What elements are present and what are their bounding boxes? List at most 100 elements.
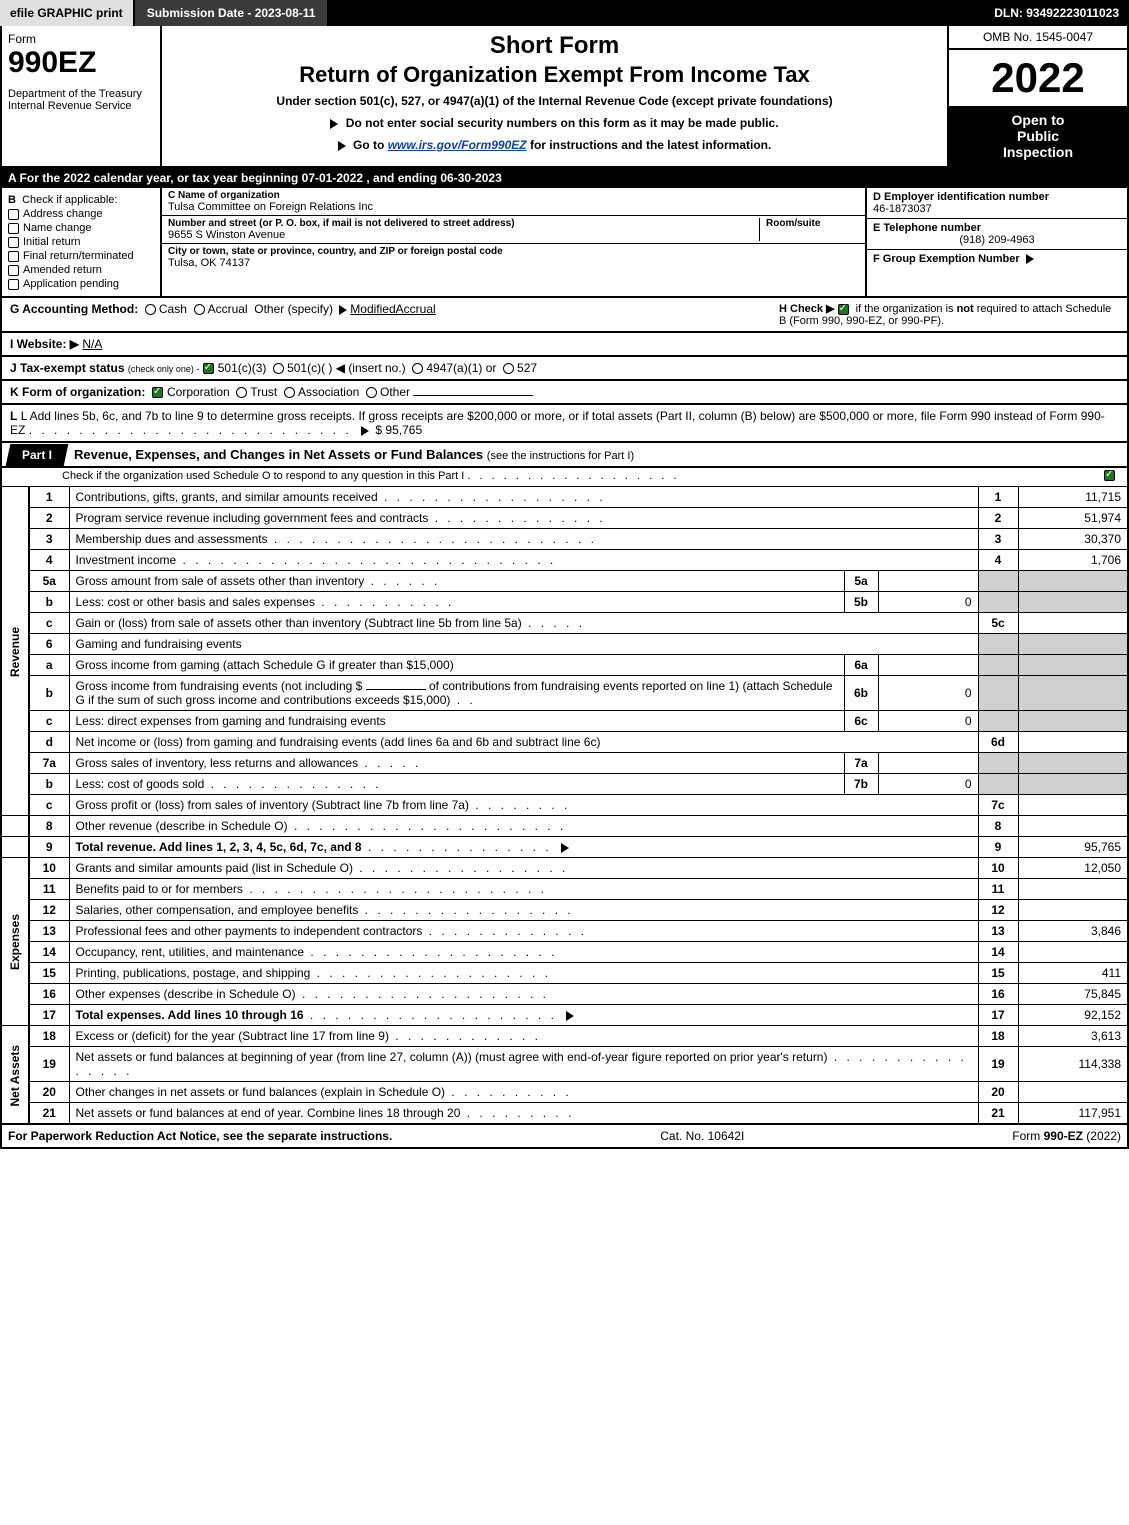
part-i-header: Part I Revenue, Expenses, and Changes in…: [0, 443, 1129, 468]
side-label-expenses: Expenses: [1, 858, 29, 1026]
line-11: 11 Benefits paid to or for members . . .…: [1, 879, 1128, 900]
schedule-b-check: H Check ▶ if the organization is not req…: [779, 302, 1119, 327]
accounting-other-value: ModifiedAccrual: [350, 302, 435, 316]
line-12: 12 Salaries, other compensation, and emp…: [1, 900, 1128, 921]
line-21: 21 Net assets or fund balances at end of…: [1, 1103, 1128, 1125]
ein-label: D Employer identification number: [873, 191, 1121, 203]
goto-notice: Go to www.irs.gov/Form990EZ for instruct…: [172, 138, 937, 152]
form-header: Form 990EZ Department of the Treasury In…: [0, 26, 1129, 168]
checkbox-address-change[interactable]: Address change: [8, 208, 154, 220]
line-8: 8 Other revenue (describe in Schedule O)…: [1, 816, 1128, 837]
line-6a: a Gross income from gaming (attach Sched…: [1, 655, 1128, 676]
catalog-number: Cat. No. 10642I: [392, 1129, 1012, 1143]
amount-line-5b: 0: [878, 592, 978, 613]
row-g-h: G Accounting Method: Cash Accrual Other …: [0, 298, 1129, 333]
block-c-name-address: C Name of organization Tulsa Committee o…: [162, 188, 867, 296]
line-10: Expenses 10 Grants and similar amounts p…: [1, 858, 1128, 879]
arrow-icon: [561, 843, 569, 853]
ssn-notice: Do not enter social security numbers on …: [172, 116, 937, 130]
radio-accrual[interactable]: [194, 304, 205, 315]
radio-cash[interactable]: [145, 304, 156, 315]
title-return: Return of Organization Exempt From Incom…: [172, 62, 937, 88]
irs-link[interactable]: www.irs.gov/Form990EZ: [388, 138, 527, 152]
side-label-revenue: Revenue: [1, 487, 29, 816]
checkbox-final-return[interactable]: Final return/terminated: [8, 250, 154, 262]
amount-line-15: 411: [1018, 963, 1128, 984]
checkbox-corporation[interactable]: [152, 387, 163, 398]
line-1: Revenue 1 Contributions, gifts, grants, …: [1, 487, 1128, 508]
line-4: 4 Investment income . . . . . . . . . . …: [1, 550, 1128, 571]
omb-number: OMB No. 1545-0047: [949, 26, 1127, 50]
org-info-block: B Check if applicable: Address change Na…: [0, 188, 1129, 298]
checkbox-name-change[interactable]: Name change: [8, 222, 154, 234]
part-i-schedule-o-note: Check if the organization used Schedule …: [0, 468, 1129, 486]
section-a-tax-year: A For the 2022 calendar year, or tax yea…: [0, 168, 1129, 188]
row-j-tax-exempt: J Tax-exempt status (check only one) - 5…: [0, 357, 1129, 381]
checkbox-schedule-o-part1[interactable]: [1104, 470, 1115, 481]
line-6d: d Net income or (loss) from gaming and f…: [1, 732, 1128, 753]
radio-527[interactable]: [503, 363, 514, 374]
line-15: 15 Printing, publications, postage, and …: [1, 963, 1128, 984]
gross-receipts-amount: $ 95,765: [375, 423, 422, 437]
city-label: City or town, state or province, country…: [168, 246, 859, 257]
arrow-icon: [361, 426, 369, 436]
block-b-checkboxes: B Check if applicable: Address change Na…: [2, 188, 162, 296]
irs-label: Internal Revenue Service: [8, 100, 154, 112]
arrow-icon: [1026, 254, 1034, 264]
arrow-icon: [338, 141, 346, 151]
amount-line-21: 117,951: [1018, 1103, 1128, 1125]
radio-association[interactable]: [284, 387, 295, 398]
street-label: Number and street (or P. O. box, if mail…: [168, 218, 759, 229]
checkbox-application-pending[interactable]: Application pending: [8, 278, 154, 290]
dln-label: DLN: 93492223011023: [984, 0, 1129, 26]
title-short-form: Short Form: [172, 32, 937, 60]
amount-line-10: 12,050: [1018, 858, 1128, 879]
amount-line-17: 92,152: [1018, 1005, 1128, 1026]
line-5a: 5a Gross amount from sale of assets othe…: [1, 571, 1128, 592]
radio-4947[interactable]: [412, 363, 423, 374]
header-right-block: OMB No. 1545-0047 2022 Open to Public In…: [947, 26, 1127, 166]
side-label-net-assets: Net Assets: [1, 1026, 29, 1125]
checkbox-initial-return[interactable]: Initial return: [8, 236, 154, 248]
line-13: 13 Professional fees and other payments …: [1, 921, 1128, 942]
accounting-method: G Accounting Method: Cash Accrual Other …: [10, 302, 779, 327]
street-value: 9655 S Winston Avenue: [168, 229, 759, 241]
line-6c: c Less: direct expenses from gaming and …: [1, 711, 1128, 732]
line-19: 19 Net assets or fund balances at beginn…: [1, 1047, 1128, 1082]
line-2: 2 Program service revenue including gove…: [1, 508, 1128, 529]
efile-print-button[interactable]: efile GRAPHIC print: [0, 0, 135, 26]
website-value: N/A: [82, 337, 102, 351]
arrow-icon: [339, 305, 347, 315]
line-7c: c Gross profit or (loss) from sales of i…: [1, 795, 1128, 816]
dept-label: Department of the Treasury: [8, 88, 154, 100]
form-number-footer: Form 990-EZ (2022): [1012, 1129, 1121, 1143]
submission-date: Submission Date - 2023-08-11: [135, 0, 330, 26]
paperwork-notice: For Paperwork Reduction Act Notice, see …: [8, 1129, 392, 1143]
line-6: 6 Gaming and fundraising events: [1, 634, 1128, 655]
line-9: 9 Total revenue. Add lines 1, 2, 3, 4, 5…: [1, 837, 1128, 858]
phone-label: E Telephone number: [873, 222, 1121, 234]
checkbox-amended-return[interactable]: Amended return: [8, 264, 154, 276]
amount-line-2: 51,974: [1018, 508, 1128, 529]
checkbox-schedule-b[interactable]: [838, 304, 849, 315]
radio-trust[interactable]: [236, 387, 247, 398]
radio-501c[interactable]: [273, 363, 284, 374]
group-exemption-label: F Group Exemption Number: [873, 253, 1020, 265]
ein-value: 46-1873037: [873, 203, 1121, 215]
under-section-text: Under section 501(c), 527, or 4947(a)(1)…: [172, 94, 937, 108]
block-d-e-f: D Employer identification number 46-1873…: [867, 188, 1127, 296]
line-7b: b Less: cost of goods sold . . . . . . .…: [1, 774, 1128, 795]
radio-other-org[interactable]: [366, 387, 377, 398]
org-name-label: C Name of organization: [168, 190, 859, 201]
checkbox-501c3[interactable]: [203, 363, 214, 374]
room-label: Room/suite: [766, 218, 859, 229]
line-7a: 7a Gross sales of inventory, less return…: [1, 753, 1128, 774]
line-6b: b Gross income from fundraising events (…: [1, 676, 1128, 711]
amount-line-18: 3,613: [1018, 1026, 1128, 1047]
open-public-badge: Open to Public Inspection: [949, 106, 1127, 166]
org-name-value: Tulsa Committee on Foreign Relations Inc: [168, 201, 859, 213]
amount-line-16: 75,845: [1018, 984, 1128, 1005]
line-16: 16 Other expenses (describe in Schedule …: [1, 984, 1128, 1005]
row-l-gross-receipts: L L Add lines 5b, 6c, and 7b to line 9 t…: [0, 405, 1129, 443]
amount-line-7b: 0: [878, 774, 978, 795]
